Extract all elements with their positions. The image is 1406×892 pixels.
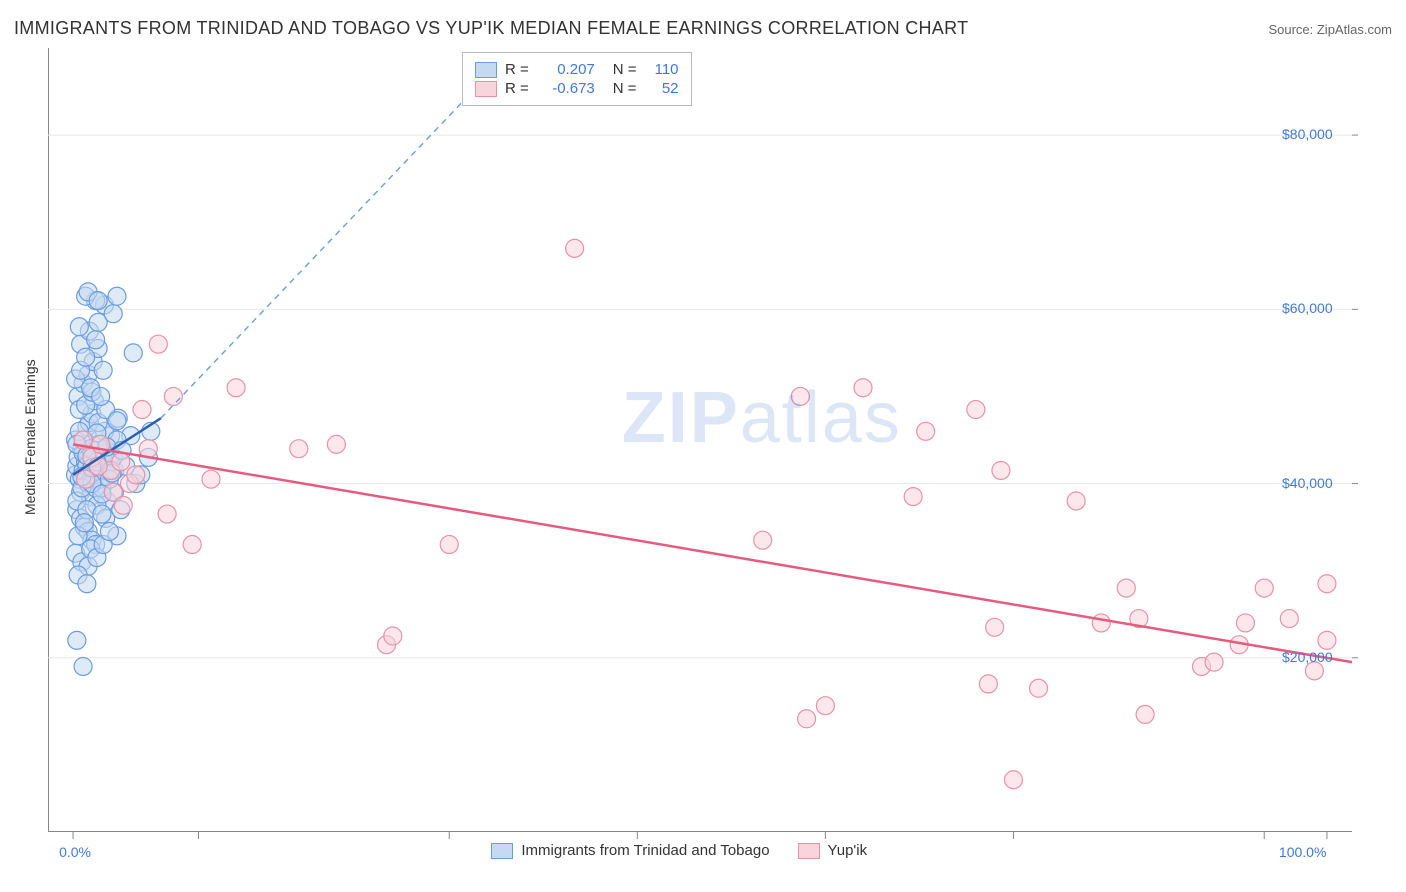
r-value: -0.673 <box>537 80 595 97</box>
data-point <box>854 379 872 397</box>
data-point <box>158 505 176 523</box>
y-tick-label: $60,000 <box>1282 300 1333 316</box>
data-point <box>92 387 110 405</box>
data-point <box>127 466 145 484</box>
correlation-legend: R = 0.207 N = 110 R = -0.673 N = 52 <box>462 52 692 106</box>
data-point <box>114 496 132 514</box>
data-point <box>1136 705 1154 723</box>
data-point <box>566 239 584 257</box>
x-tick-label: 100.0% <box>1279 844 1326 860</box>
data-point <box>70 318 88 336</box>
data-point <box>77 348 95 366</box>
legend-item: Yup'ik <box>798 842 868 859</box>
legend-label: Immigrants from Trinidad and Tobago <box>521 842 769 859</box>
r-value: 0.207 <box>537 61 595 78</box>
data-point <box>917 422 935 440</box>
legend-swatch <box>475 81 497 97</box>
data-point <box>979 675 997 693</box>
data-point <box>904 488 922 506</box>
data-point <box>791 387 809 405</box>
y-tick-label: $40,000 <box>1282 475 1333 491</box>
data-point <box>754 531 772 549</box>
data-point <box>183 536 201 554</box>
legend-swatch <box>491 843 513 859</box>
data-point <box>384 627 402 645</box>
y-tick-label: $20,000 <box>1282 649 1333 665</box>
data-point <box>1280 610 1298 628</box>
data-point <box>78 575 96 593</box>
data-point <box>967 401 985 419</box>
data-point <box>94 361 112 379</box>
x-tick-label: 0.0% <box>59 844 91 860</box>
data-point <box>290 440 308 458</box>
data-point <box>100 522 118 540</box>
data-point <box>112 453 130 471</box>
data-point <box>202 470 220 488</box>
data-point <box>104 305 122 323</box>
n-label: N = <box>613 80 637 97</box>
data-point <box>1255 579 1273 597</box>
r-label: R = <box>505 61 529 78</box>
data-point <box>1117 579 1135 597</box>
data-point <box>227 379 245 397</box>
data-point <box>1205 653 1223 671</box>
data-point <box>798 710 816 728</box>
data-point <box>1236 614 1254 632</box>
trend-line <box>73 444 1352 662</box>
data-point <box>74 657 92 675</box>
legend-stat-row: R = -0.673 N = 52 <box>475 80 679 97</box>
n-value: 52 <box>645 80 679 97</box>
data-point <box>68 631 86 649</box>
trend-line-extension <box>161 70 493 418</box>
data-point <box>93 505 111 523</box>
data-point <box>87 331 105 349</box>
data-point <box>149 335 167 353</box>
data-point <box>992 461 1010 479</box>
data-point <box>816 697 834 715</box>
data-point <box>440 536 458 554</box>
series-legend: Immigrants from Trinidad and Tobago Yup'i… <box>491 842 867 859</box>
legend-swatch <box>475 62 497 78</box>
data-point <box>164 387 182 405</box>
data-point <box>108 287 126 305</box>
data-point <box>1318 575 1336 593</box>
legend-item: Immigrants from Trinidad and Tobago <box>491 842 769 859</box>
data-point <box>327 435 345 453</box>
data-point <box>1092 614 1110 632</box>
r-label: R = <box>505 80 529 97</box>
data-point <box>75 514 93 532</box>
chart-svg <box>0 0 1406 892</box>
data-point <box>108 412 126 430</box>
data-point <box>89 292 107 310</box>
data-point <box>1067 492 1085 510</box>
legend-label: Yup'ik <box>828 842 868 859</box>
n-label: N = <box>613 61 637 78</box>
y-tick-label: $80,000 <box>1282 126 1333 142</box>
n-value: 110 <box>645 61 679 78</box>
data-point <box>133 401 151 419</box>
legend-stat-row: R = 0.207 N = 110 <box>475 61 679 78</box>
data-point <box>124 344 142 362</box>
data-point <box>1004 771 1022 789</box>
data-point <box>1030 679 1048 697</box>
data-point <box>1318 631 1336 649</box>
data-point <box>986 618 1004 636</box>
legend-swatch <box>798 843 820 859</box>
